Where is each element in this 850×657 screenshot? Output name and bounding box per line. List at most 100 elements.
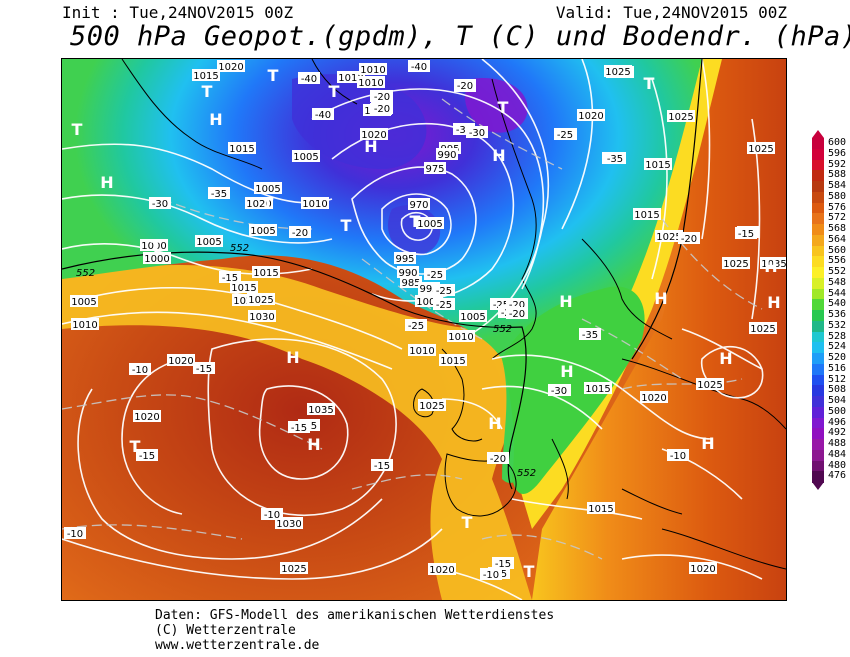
isobar-label-box: [133, 410, 161, 422]
isobar-label: 1000: [141, 241, 166, 252]
isobar-label: 1020: [233, 296, 258, 307]
temperature-label-box: [219, 271, 241, 283]
pressure-label-group: 1020101510101010101510201005101010151020…: [70, 60, 786, 576]
isobar-label: 1015: [645, 160, 670, 171]
low-pressure-marker: T: [151, 237, 162, 256]
legend-level-label: 584: [828, 180, 847, 191]
legend-level-label: 572: [828, 212, 847, 224]
legend-level-label: 500: [828, 405, 847, 417]
temperature-label: -30: [469, 128, 485, 139]
temperature-label: -35: [582, 330, 598, 341]
high-pressure-marker: H: [560, 362, 573, 381]
legend-level-label: 484: [828, 448, 847, 460]
temperature-label: -10: [264, 510, 280, 521]
isobar-label-box: [408, 198, 430, 210]
footer-url[interactable]: www.wetterzentrale.de: [155, 638, 320, 653]
temperature-label: -25: [557, 130, 573, 141]
temperature-label-box: [371, 459, 393, 471]
temperature-label-box: [506, 307, 528, 319]
temperature-label-box: [487, 452, 509, 464]
legend-level-label: 508: [828, 384, 847, 396]
isobar-label: 1010: [338, 73, 363, 84]
legend-swatch: [812, 428, 824, 440]
isobar-label-box: [230, 281, 258, 293]
isobar-label-box: [359, 63, 387, 75]
isobar-label: 1035: [761, 259, 786, 270]
legend-swatch: [812, 417, 824, 429]
temperature-label-box: [466, 126, 488, 138]
isobar-label: 1025: [281, 564, 306, 575]
isobar-label-box: [584, 382, 612, 394]
footer-source: Daten: GFS-Modell des amerikanischen Wet…: [155, 608, 555, 623]
legend-level-label: 552: [828, 266, 847, 277]
isobar-label: 975: [425, 164, 444, 175]
high-pressure-marker: H: [209, 110, 222, 129]
legend-level-label: 596: [828, 147, 847, 159]
legend-level-label: 516: [828, 362, 847, 374]
temperature-label: -40: [315, 110, 331, 121]
temperature-label-box: [735, 227, 757, 239]
temperature-label-box: [492, 557, 514, 569]
isobar-label-box: [633, 208, 661, 220]
isobar-label-box: [280, 562, 308, 574]
isobar-label: 1030: [249, 312, 274, 323]
temperature-label: -20: [509, 309, 525, 320]
isobar-label-box: [247, 293, 275, 305]
temperature-label-box: [433, 298, 455, 310]
isobar-label-box: [696, 378, 724, 390]
legend-swatch: [812, 181, 824, 193]
isobar-label-box: [655, 230, 683, 242]
legend-level-label: 548: [828, 276, 847, 288]
temperature-label-box: [480, 568, 502, 580]
temperature-label: -20: [490, 454, 506, 465]
legend-level-label: 568: [828, 223, 847, 234]
legend-swatch: [812, 191, 824, 203]
isobar-label: 1000: [416, 297, 441, 308]
temperature-lines: [62, 98, 763, 560]
low-pressure-marker: T: [462, 513, 473, 532]
legend-level-label: 524: [828, 341, 847, 353]
isobar-label-box: [459, 310, 487, 322]
isobar-label-box: [428, 563, 456, 575]
isobar-label: 1005: [71, 297, 96, 308]
legend-swatch: [812, 159, 824, 171]
legend-level-label: 520: [828, 352, 847, 363]
init-time: Init : Tue,24NOV2015 00Z: [62, 3, 294, 22]
temperature-label: -25: [427, 270, 443, 281]
legend-swatch: [812, 396, 824, 408]
temperature-label: -15: [374, 461, 390, 472]
temperature-label: -25: [493, 300, 509, 311]
isobar-label: 995: [395, 254, 414, 265]
legend-level-label: 488: [828, 438, 847, 449]
isobar-label-box: [70, 295, 98, 307]
isobar-label: 1020: [429, 565, 454, 576]
isobar-label: 1000: [144, 254, 169, 265]
isobar-label-box: [71, 318, 99, 330]
warm-east-region: [532, 59, 786, 600]
legend-swatch: [812, 310, 824, 322]
high-pressure-marker: H: [307, 435, 320, 454]
footer: Daten: GFS-Modell des amerikanischen Wet…: [155, 608, 554, 653]
legend-swatch: [812, 353, 824, 365]
temperature-label-box: [433, 284, 455, 296]
isobar-label-box: [357, 76, 385, 88]
isobar-label-box: [604, 65, 632, 77]
legend-level-label: 544: [828, 287, 847, 299]
legend-swatch: [812, 320, 824, 332]
legend-swatch: [812, 138, 824, 150]
temperature-label-box: [261, 508, 283, 520]
isobar-label: 1025: [748, 144, 773, 155]
legend-level-label: 600: [828, 137, 847, 148]
temperature-label: -20: [681, 234, 697, 245]
isobar-label-box: [749, 322, 777, 334]
isobar-label-box: [301, 197, 329, 209]
temperature-label: -20: [374, 104, 390, 115]
legend-level-label: 536: [828, 309, 847, 320]
temperature-label-box: [678, 232, 700, 244]
isobar-label-box: [360, 128, 388, 140]
isobar-label-box: [577, 109, 605, 121]
isobar-label-box: [292, 150, 320, 162]
isobar-label: 1005: [250, 226, 275, 237]
temperature-label-box: [136, 449, 158, 461]
